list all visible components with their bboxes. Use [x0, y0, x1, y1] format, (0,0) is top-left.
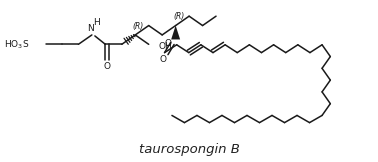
- Text: OH: OH: [159, 42, 172, 51]
- Text: (R): (R): [133, 22, 144, 30]
- Text: taurospongin B: taurospongin B: [139, 143, 239, 156]
- Text: O: O: [159, 55, 166, 64]
- Text: O: O: [164, 39, 171, 48]
- Text: H: H: [93, 18, 100, 27]
- Polygon shape: [171, 26, 180, 40]
- Text: HO$_3$S: HO$_3$S: [4, 38, 29, 51]
- Text: O: O: [104, 62, 111, 71]
- Text: N: N: [87, 24, 94, 33]
- Text: (R): (R): [173, 12, 184, 21]
